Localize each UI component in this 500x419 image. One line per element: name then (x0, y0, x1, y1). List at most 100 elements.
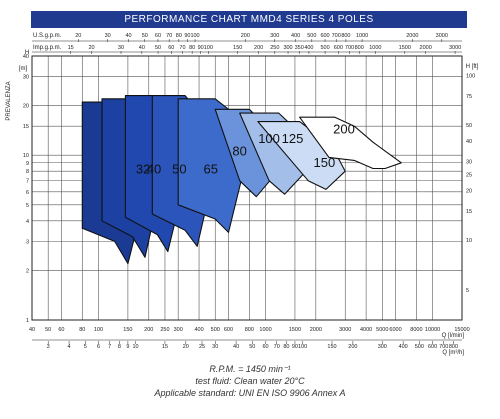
top-tick-label: 80 (176, 33, 182, 39)
right-tick-label: 30 (466, 160, 472, 166)
lmin-tick-label: 300 (174, 327, 183, 333)
lmin-tick-label: 6000 (389, 327, 401, 333)
m3h-tick-label: 9 (126, 344, 129, 350)
top-tick-label: 20 (89, 45, 95, 51)
m3h-tick-label: 5 (84, 344, 87, 350)
m3h-tick-label: 700 (439, 344, 448, 350)
m3h-tick-label: 90 (292, 344, 298, 350)
right-tick-label: 20 (466, 189, 472, 195)
m3h-axis-label: Q [m³/h] (442, 350, 464, 356)
lmin-tick-label: 3000 (339, 327, 351, 333)
m3h-tick-label: 70 (274, 344, 280, 350)
left-tick-label: 40 (23, 54, 29, 60)
right-tick-label: 25 (466, 173, 472, 179)
top-tick-label: 400 (304, 45, 313, 51)
m3h-tick-label: 3 (47, 344, 50, 350)
top-tick-label: 50 (142, 33, 148, 39)
lmin-tick-label: 1000 (259, 327, 271, 333)
top-tick-label: 800 (341, 33, 350, 39)
right-tick-label: 75 (466, 94, 472, 100)
curve-label-32: 32 (136, 161, 150, 176)
curve-label-65: 65 (204, 161, 218, 176)
top-tick-label: 80 (189, 45, 195, 51)
lmin-tick-label: 2000 (310, 327, 322, 333)
top-tick-label: 600 (320, 33, 329, 39)
lmin-tick-label: 500 (211, 327, 220, 333)
top-tick-label: 20 (75, 33, 81, 39)
top-tick-label: 400 (291, 33, 300, 39)
top-tick-label: 40 (139, 45, 145, 51)
plot-frame (31, 39, 463, 344)
lmin-tick-label: 5000 (376, 327, 388, 333)
m3h-tick-label: 6 (97, 344, 100, 350)
top-tick-label: 500 (307, 33, 316, 39)
lmin-tick-label: 1500 (289, 327, 301, 333)
m3h-tick-label: 400 (399, 344, 408, 350)
left-axis-unit: [m] (19, 66, 28, 72)
left-tick-label: 30 (23, 75, 29, 81)
curve-area-150 (257, 121, 346, 190)
chart-title: PERFORMANCE CHART MMD4 SERIES 4 POLES (31, 11, 467, 28)
lmin-tick-label: 400 (194, 327, 203, 333)
left-tick-label: 1 (26, 318, 29, 324)
top-tick-label: 1000 (356, 33, 368, 39)
top-tick-label: 700 (332, 33, 341, 39)
lmin-tick-label: 40 (29, 327, 35, 333)
y-axis-label: PREVALENZA (6, 81, 12, 120)
top-tick-label: 50 (155, 45, 161, 51)
m3h-tick-label: 80 (283, 344, 289, 350)
lmin-tick-label: 150 (123, 327, 132, 333)
m3h-tick-label: 10 (132, 344, 138, 350)
top-tick-label: 100 (204, 45, 213, 51)
lmin-tick-label: 600 (224, 327, 233, 333)
right-tick-label: 40 (466, 139, 472, 145)
top-tick-label: 700 (345, 45, 354, 51)
m3h-tick-label: 50 (249, 344, 255, 350)
top-tick-label: 70 (166, 33, 172, 39)
fluid-note: test fluid: Clean water 20°C (195, 376, 305, 386)
top-tick-label: 250 (270, 45, 279, 51)
m3h-tick-label: 15 (162, 344, 168, 350)
left-tick-label: 20 (23, 104, 29, 110)
curve-label-50: 50 (172, 161, 186, 176)
top-tick-label: 2000 (420, 45, 432, 51)
lmin-tick-label: 80 (79, 327, 85, 333)
left-tick-label: 6 (26, 190, 29, 196)
top-tick-label: 100 (190, 33, 199, 39)
m3h-tick-label: 25 (199, 344, 205, 350)
standard-note: Applicable standard: UNI EN ISO 9906 Ann… (154, 388, 346, 398)
right-tick-label: 100 (466, 73, 475, 79)
top-tick-label: 3000 (449, 45, 461, 51)
m3h-tick-label: 800 (449, 344, 458, 350)
plot-border (31, 55, 463, 321)
top-tick-label: 200 (254, 45, 263, 51)
curve-area-200 (299, 116, 402, 170)
left-tick-label: 9 (26, 161, 29, 167)
curve-label-125: 125 (282, 131, 304, 146)
lmin-tick-label: 4000 (360, 327, 372, 333)
m3h-tick-label: 20 (183, 344, 189, 350)
top-tick-label: 60 (155, 33, 161, 39)
curve-areas (81, 95, 402, 265)
lmin-tick-label: 10000 (425, 327, 440, 333)
lmin-tick-label: 60 (58, 327, 64, 333)
right-tick-label: 10 (466, 238, 472, 244)
left-tick-label: 5 (26, 203, 29, 209)
top-tick-label: 1500 (399, 45, 411, 51)
left-tick-label: 8 (26, 169, 29, 175)
lmin-tick-label: 8000 (410, 327, 422, 333)
top-tick-label: 800 (355, 45, 364, 51)
m3h-tick-label: 200 (348, 344, 357, 350)
m3h-tick-label: 500 (415, 344, 424, 350)
top-tick-label: 1000 (369, 45, 381, 51)
top-tick-label: 350 (295, 45, 304, 51)
lmin-tick-label: 100 (94, 327, 103, 333)
curve-label-80: 80 (232, 144, 246, 159)
left-tick-label: 4 (26, 219, 29, 225)
top-tick-label: 30 (105, 33, 111, 39)
lmin-axis-label: Q [l/min] (442, 333, 465, 339)
lmin-tick-label: 200 (144, 327, 153, 333)
top-tick-label: 30 (118, 45, 124, 51)
rpm-note: R.P.M. = 1450 min⁻¹ (209, 364, 291, 374)
